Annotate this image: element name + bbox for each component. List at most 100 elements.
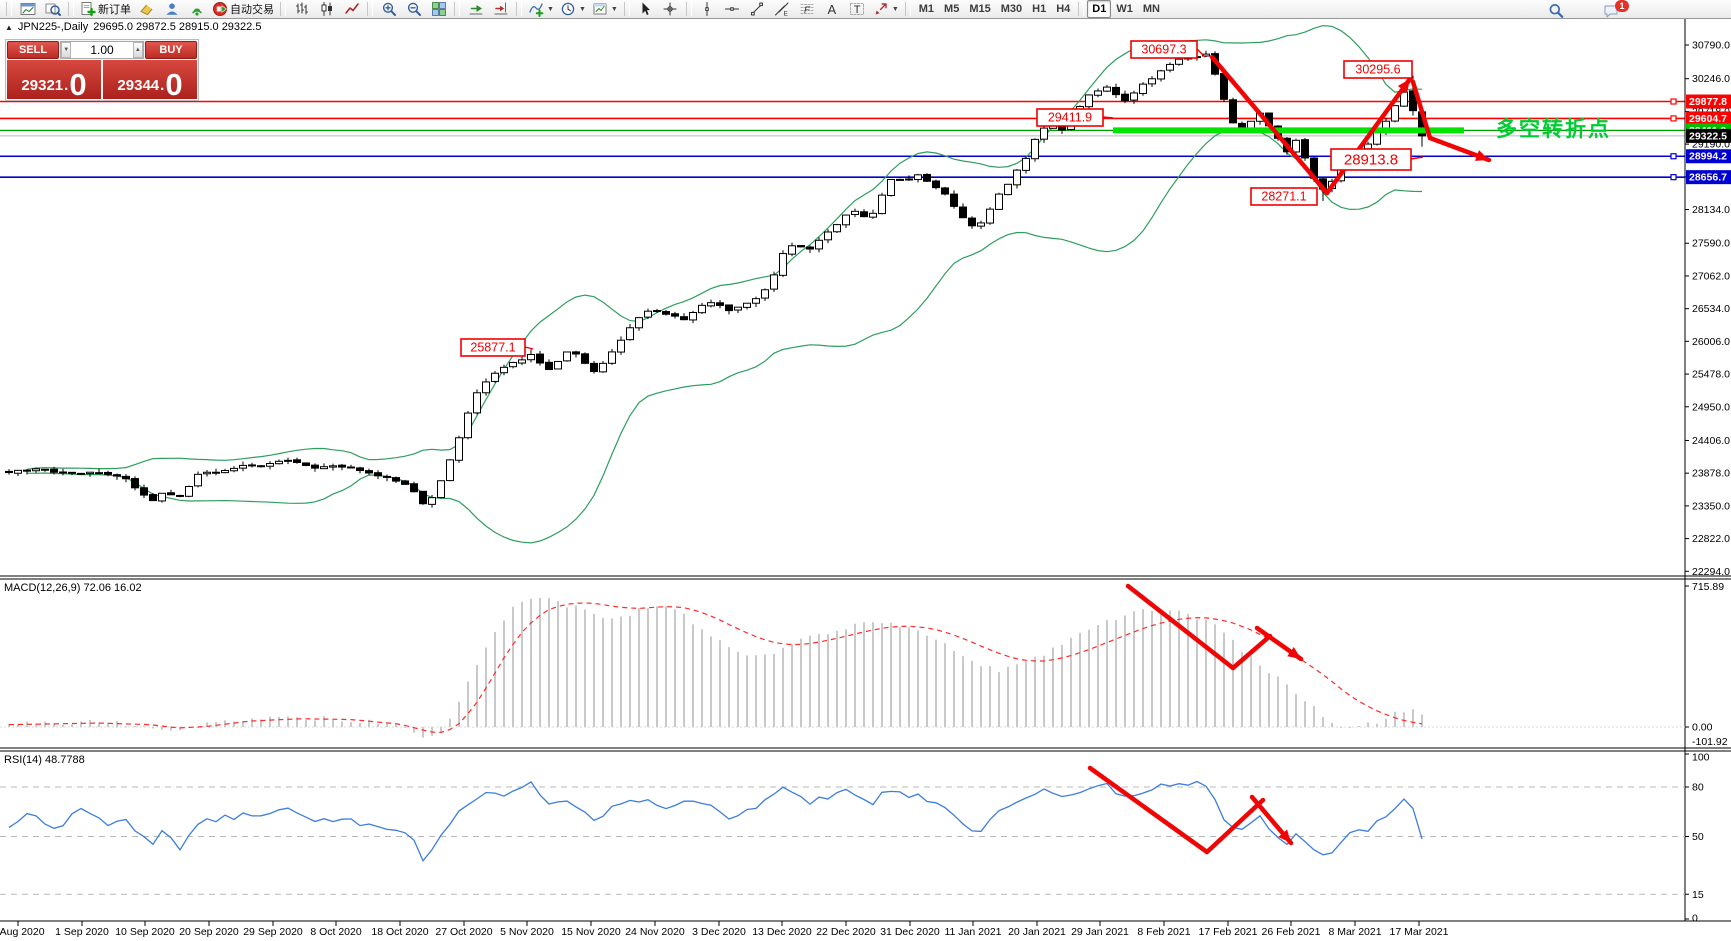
svg-text:29 Jan 2021: 29 Jan 2021	[1071, 926, 1129, 938]
volume-input[interactable]	[71, 42, 133, 58]
timeframe-m30[interactable]: M30	[1000, 3, 1023, 15]
timeframe-m1[interactable]: M1	[918, 3, 935, 15]
one-click-trading-panel: SELL ▼ ▲ BUY 29321.0 29344.0	[5, 39, 199, 101]
svg-text:22294.0: 22294.0	[1692, 566, 1730, 578]
chart-preview-icon	[45, 3, 61, 16]
zoom-in-icon	[382, 2, 396, 16]
trendline-icon	[751, 2, 764, 16]
buy-price-display[interactable]: 29344. 0	[103, 60, 197, 100]
crosshair-button[interactable]	[658, 0, 683, 19]
bar-chart-button[interactable]	[289, 0, 314, 19]
channel-button[interactable]: E	[770, 0, 795, 19]
toolbar-separator	[280, 2, 286, 16]
new-order-button[interactable]: 新订单	[77, 0, 134, 19]
toolbar-separator	[6, 2, 12, 16]
svg-text:26534.0: 26534.0	[1692, 303, 1730, 315]
cursor-button[interactable]	[633, 0, 658, 19]
timeframe-m5[interactable]: M5	[944, 3, 960, 15]
text-label-button[interactable]: T	[845, 0, 870, 19]
svg-text:27590.0: 27590.0	[1692, 238, 1730, 250]
volume-increase-button[interactable]: ▲	[132, 42, 143, 58]
symbol-period-label: JPN225-,Daily	[17, 21, 89, 33]
arrows-icon	[875, 3, 887, 15]
line-chart-icon	[344, 3, 359, 14]
indicators-button[interactable]: ▼	[525, 0, 557, 19]
auto-scroll-button[interactable]	[463, 0, 488, 19]
turning-point-label[interactable]: 多空转折点	[1496, 117, 1611, 141]
rsi-pane: RSI(14) 48.7788 100 80 50 15 0	[0, 752, 1710, 925]
svg-text:-101.92: -101.92	[1692, 736, 1728, 748]
timeframe-mn[interactable]: MN	[1142, 3, 1160, 15]
vertical-line-button[interactable]	[695, 0, 720, 19]
templates-icon	[593, 3, 607, 15]
svg-text:0.00: 0.00	[1692, 722, 1713, 734]
autotrading-icon	[213, 2, 227, 16]
svg-text:30295.6: 30295.6	[1355, 63, 1400, 77]
zoom-out-button[interactable]	[401, 0, 426, 19]
eraser-button[interactable]	[134, 0, 159, 19]
templates-button[interactable]: ▼	[589, 0, 621, 19]
trend-arrows-main[interactable]	[1209, 54, 1492, 196]
tile-windows-button[interactable]	[426, 0, 451, 19]
trend-arrows-rsi[interactable]	[1087, 765, 1294, 855]
chart-window-button[interactable]	[15, 0, 40, 19]
search-icon[interactable]	[1543, 1, 1568, 20]
chart-title: ▲ JPN225-,Daily 29695.0 29872.5 28915.0 …	[5, 21, 261, 33]
timeframe-m15[interactable]: M15	[969, 3, 991, 15]
svg-text:18 Oct 2020: 18 Oct 2020	[371, 926, 428, 938]
navigator-icon	[166, 3, 177, 15]
svg-text:3 Aug 2020: 3 Aug 2020	[0, 926, 45, 938]
price-annotations[interactable]: 25877.1 29411.9 30697.3 30295.6 28271.1 28913…	[460, 40, 1424, 357]
trendline-button[interactable]	[745, 0, 770, 19]
volume-decrease-button[interactable]: ▼	[61, 42, 72, 58]
horizontal-line-button[interactable]	[720, 0, 745, 19]
svg-text:17 Feb 2021: 17 Feb 2021	[1199, 926, 1258, 938]
tile-windows-icon	[431, 2, 446, 16]
timeframe-h1[interactable]: H1	[1032, 3, 1047, 15]
svg-text:25877.1: 25877.1	[470, 341, 515, 355]
trend-arrows-macd[interactable]	[1125, 583, 1304, 671]
timeframe-w1[interactable]: W1	[1116, 3, 1133, 15]
autotrading-button[interactable]: 自动交易	[209, 0, 277, 19]
navigator-button[interactable]	[159, 0, 184, 19]
sell-button[interactable]: SELL	[7, 41, 59, 59]
sell-price-display[interactable]: 29321. 0	[7, 60, 101, 100]
clock-button[interactable]: ▼	[557, 0, 589, 19]
arrows-button[interactable]: ▼	[870, 0, 902, 19]
auto-scroll-icon	[469, 5, 482, 15]
svg-text:30246.0: 30246.0	[1692, 73, 1730, 85]
buy-button[interactable]: BUY	[145, 41, 197, 59]
turning-point-band[interactable]	[1113, 127, 1464, 134]
candlestick-chart-icon	[321, 2, 332, 16]
svg-text:E: E	[784, 11, 789, 18]
chat-icon[interactable]: 1	[1598, 0, 1629, 20]
chart-preview-button[interactable]	[40, 0, 65, 19]
svg-text:1 Sep 2020: 1 Sep 2020	[55, 926, 109, 938]
zoom-in-button[interactable]	[376, 0, 401, 19]
candlestick-series	[5, 50, 1426, 508]
svg-text:29 Sep 2020: 29 Sep 2020	[243, 926, 303, 938]
chart-shift-button[interactable]	[488, 0, 513, 19]
candlestick-chart-button[interactable]	[314, 0, 339, 19]
toolbar-separator	[367, 2, 373, 16]
svg-text:A: A	[828, 2, 837, 17]
timeframe-h4[interactable]: H4	[1056, 3, 1071, 15]
signals-button[interactable]	[184, 0, 209, 19]
svg-text:27 Oct 2020: 27 Oct 2020	[435, 926, 492, 938]
svg-text:28913.8: 28913.8	[1344, 152, 1398, 169]
svg-text:23878.0: 23878.0	[1692, 468, 1730, 480]
chart-shift-icon	[494, 2, 507, 15]
ohlc-values: 29695.0 29872.5 28915.0 29322.5	[93, 21, 262, 33]
line-chart-button[interactable]	[339, 0, 364, 19]
line-price-tags: 29877.829604.729411.928994.228656.729322…	[1686, 94, 1731, 185]
text-button[interactable]: A	[820, 0, 845, 19]
date-axis-labels: 3 Aug 2020 1 Sep 2020 10 Sep 2020 20 Sep 20…	[0, 921, 1449, 938]
collapse-panel-icon[interactable]: ▲	[5, 22, 13, 32]
svg-text:26 Feb 2021: 26 Feb 2021	[1262, 926, 1321, 938]
zoom-out-icon	[407, 2, 421, 16]
timeframe-d1[interactable]: D1	[1087, 0, 1112, 18]
vertical-line-icon	[705, 2, 710, 16]
fibonacci-button[interactable]: F	[795, 0, 820, 19]
